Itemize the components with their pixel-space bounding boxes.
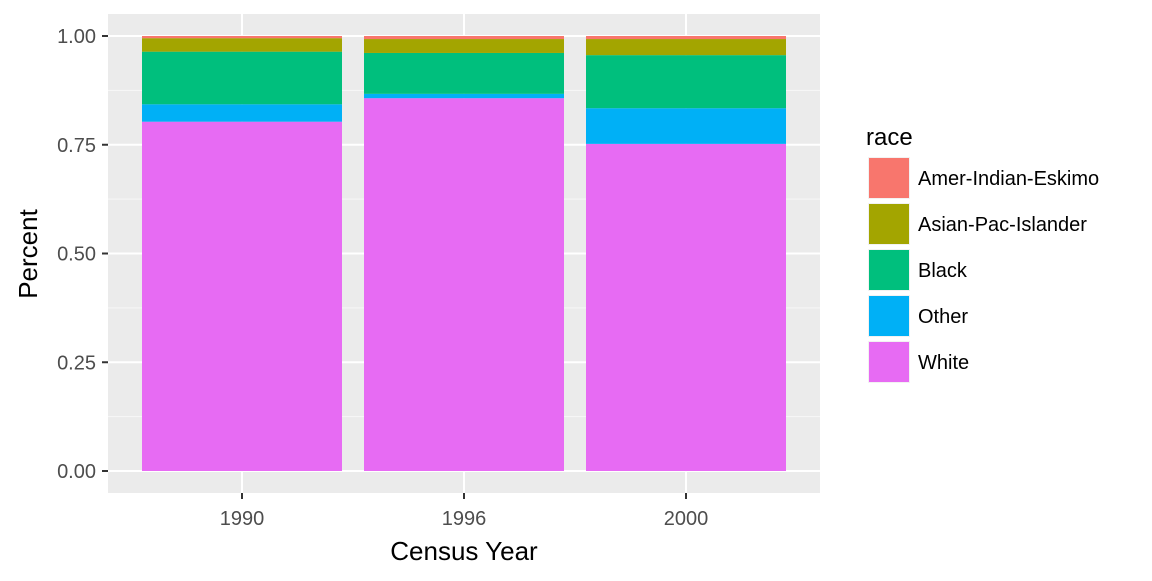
bar-segment-black-1996 — [364, 52, 564, 94]
bar-segment-amer-indian-eskimo-1996 — [364, 36, 564, 40]
x-axis: 1990 1996 2000 — [220, 493, 709, 530]
bars-layer — [142, 36, 786, 471]
bar-segment-white-2000 — [586, 143, 786, 471]
bar-segment-amer-indian-eskimo-2000 — [586, 36, 786, 40]
bar-segment-asian-pac-islander-1996 — [364, 39, 564, 53]
bar-segment-white-1990 — [142, 121, 342, 471]
bar-segment-black-1990 — [142, 51, 342, 105]
bar-segment-black-2000 — [586, 55, 786, 109]
x-tick-label: 1990 — [220, 508, 265, 530]
legend-key-asian-pac-islander — [869, 204, 909, 244]
legend-key-other — [869, 296, 909, 336]
y-axis: 0.00 0.25 0.50 0.75 1.00 — [57, 26, 108, 483]
y-tick-label: 0.00 — [57, 461, 96, 483]
bar-segment-other-1990 — [142, 104, 342, 122]
bar-segment-asian-pac-islander-1990 — [142, 38, 342, 52]
x-tick-label: 2000 — [664, 508, 709, 530]
legend-key-white — [869, 342, 909, 382]
x-axis-title: Census Year — [390, 536, 538, 566]
bar-segment-other-2000 — [586, 108, 786, 144]
y-tick-label: 1.00 — [57, 26, 96, 48]
bar-segment-asian-pac-islander-2000 — [586, 39, 786, 56]
legend: race Amer-Indian-Eskimo Asian-Pac-Islande… — [866, 124, 1099, 383]
y-axis-title: Percent — [13, 208, 43, 298]
y-tick-label: 0.50 — [57, 244, 96, 266]
legend-key-black — [869, 250, 909, 290]
bar-segment-amer-indian-eskimo-1990 — [142, 36, 342, 39]
legend-label: Other — [918, 306, 968, 328]
y-tick-label: 0.25 — [57, 352, 96, 374]
legend-label: White — [918, 352, 969, 374]
x-tick-label: 1996 — [442, 508, 487, 530]
legend-label: Black — [918, 260, 968, 282]
bar-segment-white-1996 — [364, 98, 564, 471]
legend-key-amer-indian-eskimo — [869, 158, 909, 198]
legend-label: Amer-Indian-Eskimo — [918, 168, 1099, 190]
legend-title: race — [866, 124, 913, 151]
y-tick-label: 0.75 — [57, 135, 96, 157]
bar-segment-other-1996 — [364, 93, 564, 99]
legend-label: Asian-Pac-Islander — [918, 214, 1087, 236]
